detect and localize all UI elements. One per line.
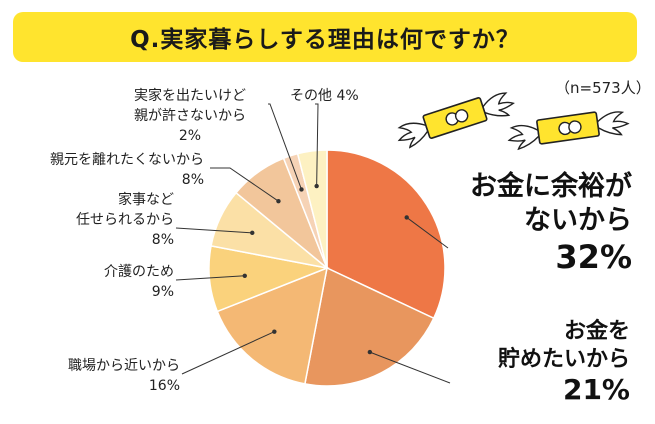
label-caregiving: 介護のため 9% [60,262,174,302]
leader-line-other [315,103,319,187]
label-parents-forbid-value: 2% [178,128,202,144]
pie-slice-no-money [326,149,446,320]
title-banner: Q.実家暮らしする理由は何ですか？ [13,12,637,62]
pie-slice-save-money [304,266,435,387]
label-save-money-line2: 貯めたいから [497,347,630,372]
label-caregiving-value: 9% [151,284,174,300]
leader-dot-caregiving [242,273,247,278]
label-housework-value: 8% [151,232,174,248]
leader-line-no-money [406,217,449,249]
label-no-money-line2: ないから [524,205,632,236]
label-stay-with-parents: 親元を離れたくないから 8% [20,150,204,190]
label-parents-forbid: 実家を出たいけど 親が許さないから 2% [115,86,265,146]
label-no-money: お金に余裕が ないから 32% [452,170,632,276]
leader-line-near-work [181,331,275,375]
sample-size-note: （n=573人） [555,79,651,97]
leader-dot-other [314,183,319,189]
label-housework-line1: 家事など [118,192,174,208]
leader-line-stay-with-parents [210,167,279,202]
leader-dot-parents-forbid [299,187,304,192]
label-save-money-line1: お金を [563,319,630,344]
label-no-money-value: 32% [555,238,632,276]
flying-money-icon [507,111,630,151]
label-housework-line2: 任せられるから [76,212,174,228]
pie-slice-near-work [216,266,328,385]
label-parents-forbid-line1: 実家を出たいけど [134,88,246,104]
leader-dot-no-money [404,215,409,220]
flying-money-icon [397,92,515,149]
leader-dot-stay-with-parents [276,198,281,204]
leader-dot-save-money [367,349,373,355]
label-no-money-line1: お金に余裕が [470,171,632,202]
label-near-work: 職場から近いから 16% [40,356,180,396]
label-near-work-line1: 職場から近いから [68,358,180,374]
leader-dot-near-work [272,329,277,334]
leader-line-parents-forbid [268,103,302,190]
label-stay-with-parents-line1: 親元を離れたくないから [50,152,204,168]
leader-line-housework [175,227,253,234]
label-save-money: お金を 貯めたいから 21% [452,318,630,406]
leader-dot-housework [250,230,255,236]
label-stay-with-parents-value: 8% [181,172,204,188]
label-housework: 家事など 任せられるから 8% [40,190,174,250]
label-caregiving-line1: 介護のため [104,264,174,280]
page-title: Q.実家暮らしする理由は何ですか？ [130,27,520,53]
label-other: その他 4% [290,86,380,106]
label-near-work-value: 16% [148,378,180,394]
label-save-money-value: 21% [562,373,630,406]
label-other-line1: その他 4% [290,88,359,104]
label-parents-forbid-line2: 親が許さないから [134,108,246,124]
leader-line-caregiving [175,275,245,281]
pie-slice-other [296,149,328,269]
leader-line-save-money [369,351,451,384]
